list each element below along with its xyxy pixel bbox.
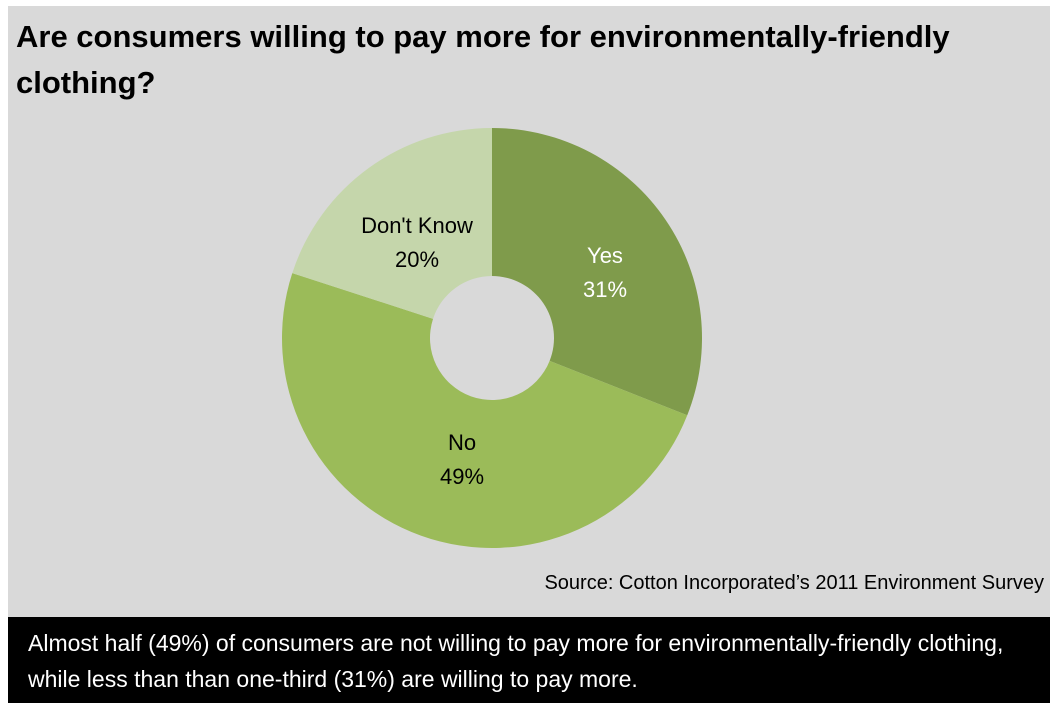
data-label-value: 49% bbox=[440, 464, 484, 489]
data-label-category: Don't Know bbox=[361, 213, 473, 238]
source-note: Source: Cotton Incorporated’s 2011 Envir… bbox=[544, 572, 1044, 594]
data-label-value: 31% bbox=[583, 277, 627, 302]
slice-don-t-know bbox=[292, 128, 492, 319]
data-label-category: No bbox=[448, 430, 476, 455]
data-label-value: 20% bbox=[395, 247, 439, 272]
chart-title: Are consumers willing to pay more for en… bbox=[16, 19, 950, 100]
slice-yes bbox=[492, 128, 702, 416]
caption-box: Almost half (49%) of consumers are not w… bbox=[8, 617, 1050, 703]
data-label-category: Yes bbox=[587, 243, 623, 268]
slice-no bbox=[282, 273, 688, 548]
